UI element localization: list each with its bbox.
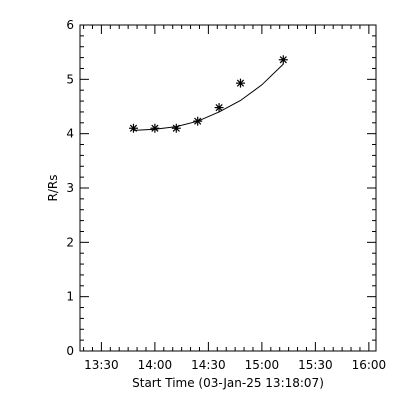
y-tick-label: 6 (66, 18, 74, 32)
y-tick-label: 1 (66, 290, 74, 304)
y-axis: 0 1 2 3 4 5 6 (66, 18, 376, 358)
data-point (128, 123, 138, 133)
data-point (235, 78, 245, 88)
data-point (171, 123, 181, 133)
plot-frame (79, 24, 377, 352)
data-points (128, 55, 288, 133)
x-axis: 13:30 14:00 14:30 15:00 15:30 16:00 (83, 25, 387, 372)
y-axis-title: R/Rs (46, 175, 60, 202)
x-tick-label: 15:00 (245, 358, 280, 372)
data-point (150, 123, 160, 133)
x-tick-label: 13:30 (84, 358, 119, 372)
fit-curve (133, 63, 284, 131)
data-point (278, 55, 288, 65)
y-tick-label: 0 (66, 344, 74, 358)
x-tick-label: 14:30 (191, 358, 226, 372)
data-point (214, 103, 224, 113)
data-point (193, 116, 203, 126)
y-tick-label: 2 (66, 235, 74, 249)
x-tick-label: 14:00 (138, 358, 173, 372)
y-tick-label: 4 (66, 127, 74, 141)
x-tick-label: 15:30 (298, 358, 333, 372)
y-tick-label: 5 (66, 72, 74, 86)
x-tick-label: 16:00 (352, 358, 387, 372)
y-tick-label: 3 (66, 181, 74, 195)
x-axis-title: Start Time (03-Jan-25 13:18:07) (132, 376, 324, 390)
